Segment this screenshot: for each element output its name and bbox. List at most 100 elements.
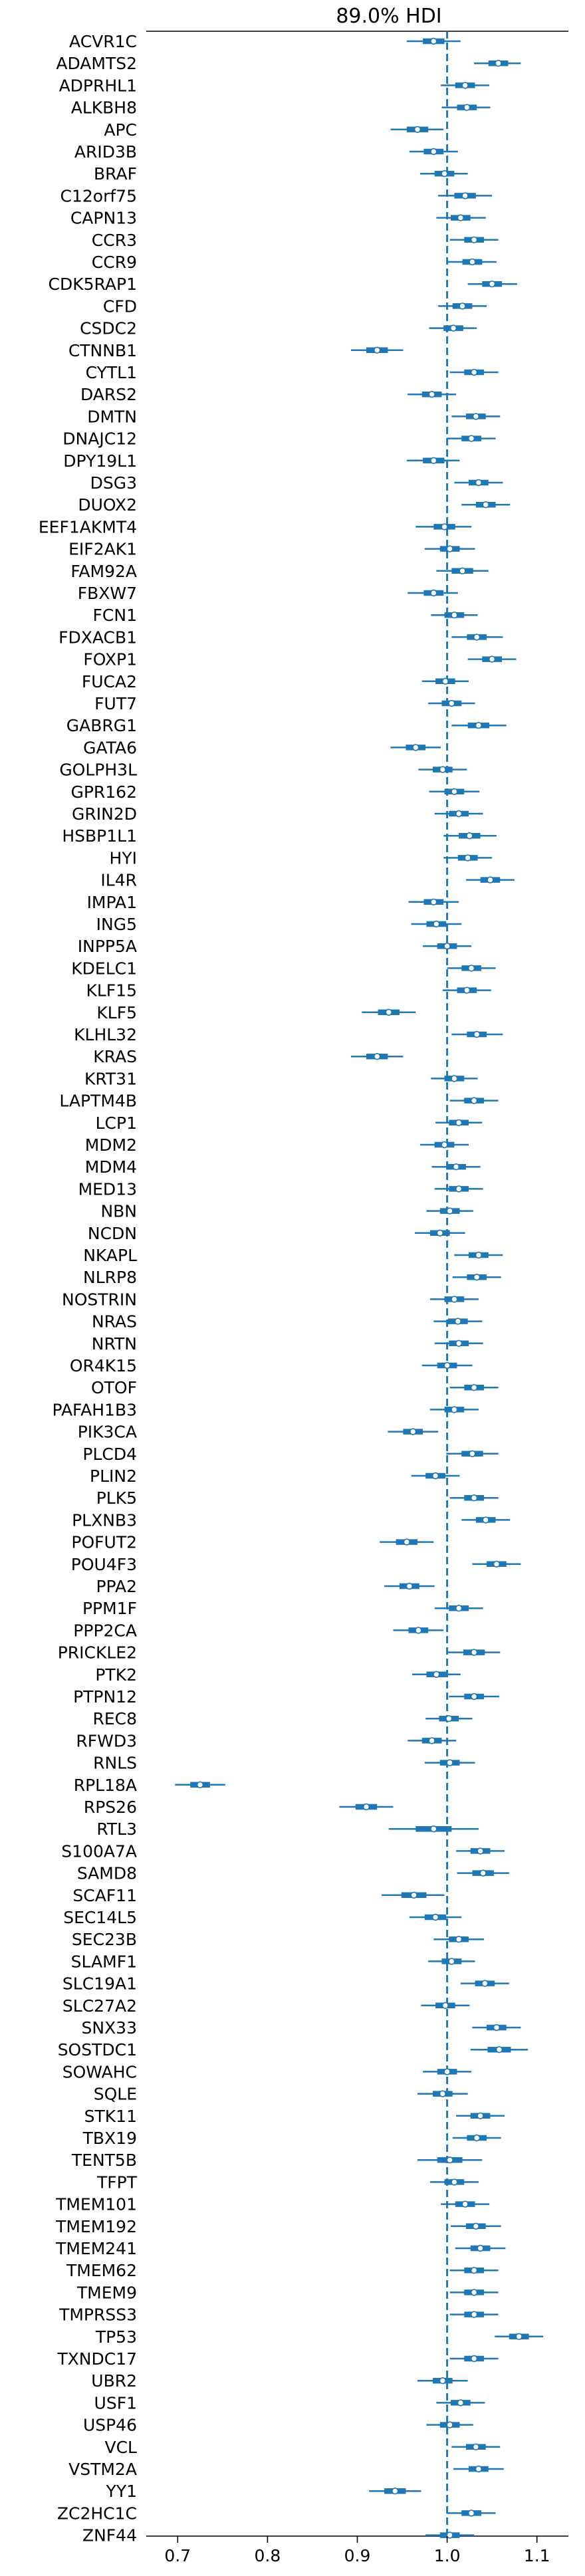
forest-row: CSDC2 [80,319,477,338]
median-point [441,1141,448,1149]
row-label: ALKBH8 [71,98,137,118]
median-point [451,611,458,619]
row-label: RNLS [93,1754,137,1773]
forest-row: NBN [100,1202,473,1221]
row-label: SOSTDC1 [58,2040,137,2059]
forest-row: USF1 [94,2393,485,2412]
forest-row: ADAMTS2 [56,54,521,73]
row-label: FOXP1 [83,650,137,669]
row-label: GABRG1 [66,716,137,735]
forest-row: GOLPH3L [59,761,467,780]
median-point [477,1847,484,1855]
chart-title: 89.0% HDI [336,5,441,28]
forest-row: BRAF [94,164,468,183]
median-point [493,2024,501,2032]
row-label: PTK2 [95,1665,137,1685]
forest-row: GRIN2D [72,804,483,824]
median-point [470,2267,478,2274]
forest-row: APC [104,120,444,140]
x-tick-label: 0.9 [344,2546,371,2565]
row-label: SOWAHC [62,2062,137,2081]
row-label: SEC23B [72,1930,137,1949]
forest-row: SOWAHC [62,2062,472,2081]
forest-row: S100A7A [61,1841,505,1861]
forest-row: TMPRSS3 [58,2305,499,2325]
row-label: OR4K15 [70,1356,137,1375]
row-label: TMEM9 [76,2283,137,2302]
row-label: KLF5 [96,1003,137,1022]
median-point [452,1163,460,1171]
median-point [515,2333,523,2341]
forest-row: NRTN [92,1334,483,1353]
median-point [470,1494,478,1502]
forest-row: PIK3CA [78,1423,439,1442]
row-label: KRAS [93,1047,137,1066]
row-label: INPP5A [78,937,137,956]
median-point [451,788,458,796]
row-label: REC8 [92,1709,137,1728]
row-label: ADPRHL1 [59,76,137,95]
median-point [455,1185,463,1193]
row-label: CDK5RAP1 [49,275,137,294]
forest-row: MED13 [78,1179,483,1199]
row-label: NKAPL [83,1246,137,1265]
forest-row: SEC23B [72,1930,484,1949]
median-point [473,1273,481,1281]
forest-row: FUT7 [94,694,475,713]
forest-row: SQLE [94,2085,468,2104]
median-point [455,810,463,818]
median-point [374,1052,381,1060]
row-label: DARS2 [80,385,137,404]
median-point [461,192,469,199]
forest-row: STK11 [84,2107,505,2126]
median-point [487,876,494,883]
median-point [433,920,440,928]
median-point [464,854,471,862]
row-label: SCAF11 [72,1886,137,1905]
median-point [362,1803,370,1811]
row-label: POU4F3 [71,1555,137,1574]
forest-row: IMPA1 [87,893,459,912]
forest-row: TFPT [96,2172,479,2192]
row-label: TMEM101 [55,2195,137,2214]
forest-row: PPP2CA [73,1621,444,1640]
row-label: RTL3 [96,1819,137,1839]
median-point [475,721,483,729]
median-point [470,368,478,376]
median-point [461,2200,469,2208]
row-label: KLF15 [86,981,137,1000]
median-point [403,1538,411,1546]
median-point [459,567,466,574]
forest-row: DSG3 [90,473,503,493]
row-label: ZNF44 [82,2526,137,2545]
row-label: FDXACB1 [58,628,137,647]
median-point [451,2178,458,2186]
median-point [495,2046,503,2053]
median-point [493,1560,501,1568]
forest-row: CDK5RAP1 [49,275,517,294]
forest-row: USP46 [83,2416,473,2435]
median-point [448,699,455,707]
forest-row: PPA2 [96,1577,435,1596]
forest-row: UBR2 [91,2371,468,2391]
forest-row: ADPRHL1 [59,76,490,95]
row-label: RPS26 [84,1798,137,1817]
median-point [448,1958,455,1965]
row-label: PLIN2 [90,1466,137,1486]
forest-row: PLK5 [96,1488,499,1508]
median-point [433,1671,440,1679]
forest-row: NLRP8 [83,1268,501,1287]
row-label: PTPN12 [73,1687,137,1706]
median-point [385,1008,392,1016]
row-label: PLCD4 [82,1445,137,1464]
row-label: PLXNB3 [72,1510,137,1530]
row-label: PAFAH1B3 [52,1400,137,1419]
median-point [455,1936,463,1943]
forest-row: PTPN12 [73,1687,499,1706]
median-point [439,766,447,773]
median-point [455,1605,463,1612]
row-label: UBR2 [91,2371,137,2391]
median-point [446,2531,453,2539]
